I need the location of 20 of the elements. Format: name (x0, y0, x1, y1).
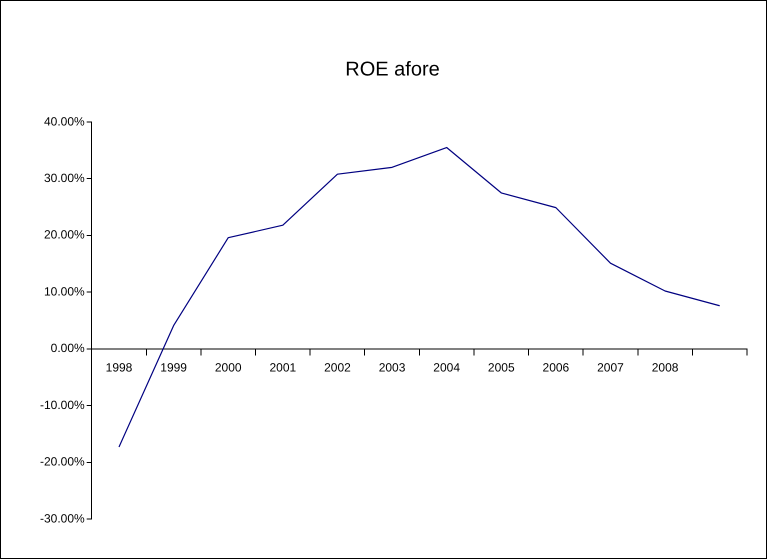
x-tick-label: 2006 (542, 360, 570, 374)
x-tick-label: 1999 (160, 360, 188, 374)
y-tick-label: 20.00% (44, 228, 86, 242)
x-tick-label: 2004 (433, 360, 460, 374)
y-tick-label: -20.00% (40, 454, 86, 469)
x-tick-label: 2005 (488, 360, 515, 374)
y-tick-label: 0.00% (50, 341, 86, 356)
x-tick-label: 2008 (652, 360, 679, 374)
y-tick-label: -30.00% (40, 511, 86, 526)
x-tick-label: 2002 (324, 360, 352, 374)
chart-title: ROE afore (345, 58, 440, 81)
x-tick-label: 2001 (269, 360, 296, 374)
y-tick-label: 30.00% (44, 171, 86, 186)
y-tick-label: 10.00% (44, 284, 86, 298)
x-tick-label: 2007 (597, 360, 624, 374)
y-tick-label: 40.00% (44, 114, 86, 128)
x-tick-label: 2003 (378, 360, 406, 374)
x-tick-label: 1998 (106, 360, 133, 374)
x-tick-label: 2000 (214, 360, 242, 374)
y-tick-label: -10.00% (40, 398, 86, 412)
